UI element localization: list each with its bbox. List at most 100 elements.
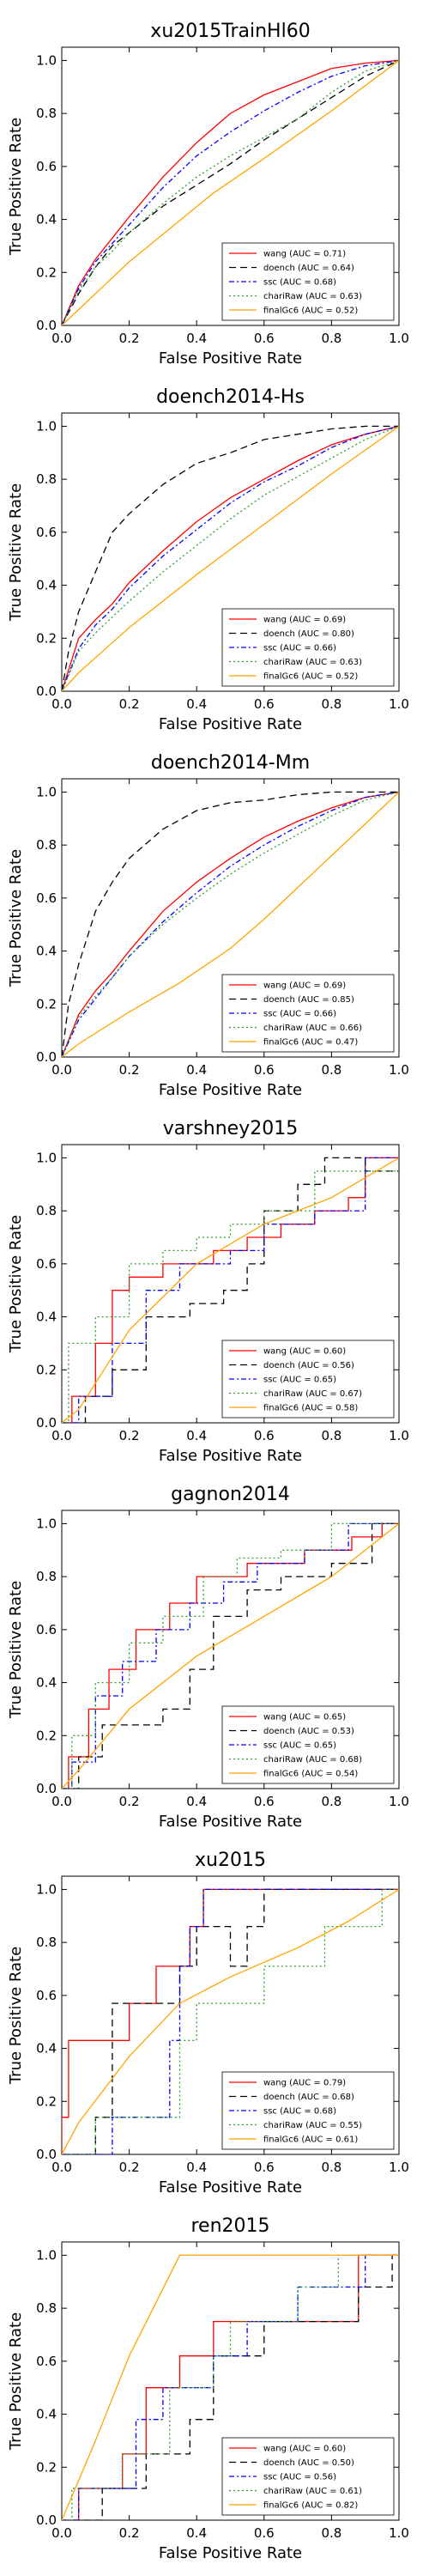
x-tick-label: 1.0 [389, 2525, 409, 2541]
chart-title: xu2015TrainHl60 [150, 21, 310, 42]
y-tick-label: 0.6 [36, 2354, 57, 2369]
y-tick-label: 0.2 [36, 2093, 57, 2109]
legend-entry: wang (AUC = 0.79) [263, 2079, 346, 2088]
x-tick-label: 0.6 [254, 1794, 275, 1809]
legend-entry: ssc (AUC = 0.68) [263, 278, 336, 288]
x-tick-label: 0.0 [51, 1428, 72, 1443]
roc-curve-chariRaw [62, 425, 399, 691]
roc-curve-doench [62, 59, 399, 325]
roc-curve-wang [62, 1522, 399, 1789]
y-tick-label: 0.2 [36, 1362, 57, 1377]
roc-panel: xu2015TrainHl60 0.0 0.2 0.4 0.6 0.8 1.0 0.0 0.2 0… [7, 21, 409, 368]
legend-entry: ssc (AUC = 0.66) [263, 644, 336, 653]
legend-entry: ssc (AUC = 0.65) [263, 1376, 336, 1385]
y-tick-label: 0.0 [36, 2147, 57, 2162]
legend-box [221, 2437, 395, 2516]
roc-panel: gagnon2014 0.0 0.2 0.4 0.6 0.8 1.0 0.0 0.2 0.4 0.6… [7, 1484, 409, 1831]
x-tick-label: 1.0 [389, 1428, 409, 1443]
x-tick-label: 0.6 [254, 1062, 275, 1078]
legend-entry: doench (AUC = 0.64) [263, 264, 354, 273]
roc-curve-doench [62, 791, 399, 1057]
y-tick-label: 0.4 [36, 1309, 57, 1325]
x-tick-label: 0.2 [119, 331, 140, 346]
y-tick-label: 0.2 [36, 264, 57, 280]
plot-frame [61, 46, 400, 326]
x-tick-label: 0.0 [51, 1062, 72, 1078]
x-tick-label: 0.8 [321, 1062, 341, 1078]
y-tick-label: 0.8 [36, 471, 57, 487]
y-tick-label: 1.0 [36, 1516, 57, 1531]
plot-frame [61, 2241, 400, 2521]
roc-panel: varshney2015 0.0 0.2 0.4 0.6 0.8 1.0 0.0 0.2 0.4 0… [7, 1118, 409, 1465]
x-tick-label: 0.8 [321, 2160, 341, 2175]
y-tick-label: 1.0 [36, 52, 57, 68]
x-axis-label: False Positive Rate [159, 1813, 302, 1831]
y-tick-label: 0.0 [36, 1049, 57, 1065]
legend-entry: doench (AUC = 0.85) [263, 995, 354, 1005]
x-tick-label: 0.4 [186, 2160, 207, 2175]
x-tick-label: 0.2 [119, 696, 140, 712]
x-tick-label: 0.0 [51, 331, 72, 346]
roc-curve-wang [62, 1157, 399, 1423]
x-tick-label: 0.2 [119, 1428, 140, 1443]
y-tick-label: 0.2 [36, 996, 57, 1012]
x-tick-label: 1.0 [389, 696, 409, 712]
y-tick-label: 0.4 [36, 578, 57, 593]
y-tick-label: 0.2 [36, 2459, 57, 2475]
y-tick-label: 0.6 [36, 159, 57, 174]
y-tick-label: 0.0 [36, 318, 57, 333]
legend-entry: doench (AUC = 0.53) [263, 1727, 354, 1736]
legend-entry: wang (AUC = 0.71) [263, 250, 346, 259]
y-axis-label: True Positive Rate [7, 118, 25, 256]
x-axis-label: False Positive Rate [159, 2544, 302, 2562]
x-tick-label: 1.0 [389, 2160, 409, 2175]
roc-curve-wang [62, 59, 399, 325]
legend-box [221, 974, 395, 1053]
y-tick-label: 0.8 [36, 1203, 57, 1218]
roc-curve-doench [62, 1522, 399, 1789]
legend-entry: doench (AUC = 0.68) [263, 2093, 354, 2102]
y-tick-label: 0.4 [36, 1675, 57, 1691]
x-tick-label: 0.8 [321, 331, 341, 346]
x-tick-label: 0.8 [321, 1428, 341, 1443]
plot-frame [61, 1875, 400, 2155]
roc-curve-doench [62, 1157, 399, 1423]
roc-curve-doench [62, 1888, 399, 2154]
y-tick-label: 0.0 [36, 1781, 57, 1796]
roc-curve-chariRaw [62, 791, 399, 1057]
y-tick-label: 0.2 [36, 1728, 57, 1743]
x-tick-label: 0.0 [51, 696, 72, 712]
roc-curve-chariRaw [62, 1170, 399, 1423]
roc-curve-ssc [62, 791, 399, 1057]
chart-title: gagnon2014 [171, 1484, 290, 1505]
legend-box [221, 608, 395, 687]
y-tick-label: 0.0 [36, 1415, 57, 1431]
roc-curve-finalGc6 [62, 425, 399, 691]
x-axis-label: False Positive Rate [159, 715, 302, 733]
y-tick-label: 0.6 [36, 525, 57, 540]
legend-entry: doench (AUC = 0.80) [263, 629, 354, 639]
x-tick-label: 0.6 [254, 1428, 275, 1443]
y-tick-label: 0.6 [36, 1988, 57, 2003]
x-tick-label: 0.0 [51, 1794, 72, 1809]
y-tick-label: 0.4 [36, 2041, 57, 2057]
y-tick-label: 1.0 [36, 1150, 57, 1165]
y-tick-label: 0.0 [36, 2512, 57, 2528]
roc-curve-finalGc6 [62, 2254, 399, 2520]
x-tick-label: 0.8 [321, 696, 341, 712]
y-tick-label: 0.8 [36, 837, 57, 853]
roc-panel: doench2014-Hs 0.0 0.2 0.4 0.6 0.8 1.0 0.0 0.2 0.4… [7, 386, 409, 733]
legend-entry: ssc (AUC = 0.68) [263, 2107, 336, 2117]
legend-entry: chariRaw (AUC = 0.55) [263, 2121, 362, 2130]
roc-curve-chariRaw [62, 59, 399, 325]
roc-panel: doench2014-Mm 0.0 0.2 0.4 0.6 0.8 1.0 0.0 0.2 0.4… [7, 752, 409, 1099]
y-tick-label: 0.2 [36, 630, 57, 646]
chart-title: varshney2015 [163, 1118, 298, 1139]
x-axis-label: False Positive Rate [159, 1447, 302, 1465]
roc-curve-ssc [62, 425, 399, 691]
x-tick-label: 0.4 [186, 1062, 207, 1078]
legend-entry: finalGc6 (AUC = 0.47) [263, 1038, 358, 1048]
legend-box [221, 242, 395, 321]
roc-curve-doench [62, 425, 399, 691]
